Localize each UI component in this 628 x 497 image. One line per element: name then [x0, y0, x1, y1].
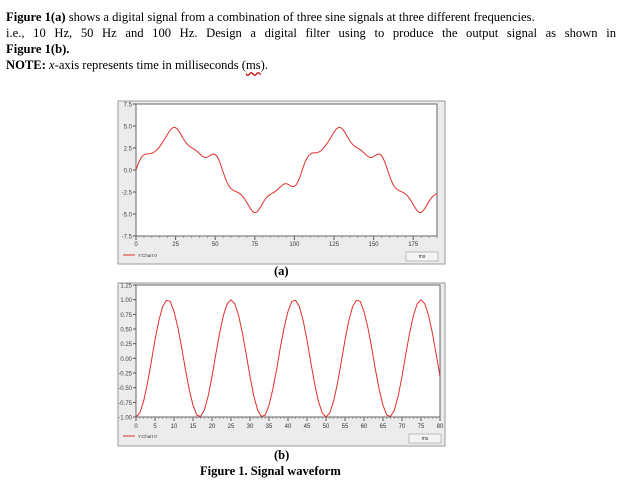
chart-a-xtick-label: 150: [369, 242, 380, 248]
chart-a-ytick-label: 5.0: [124, 125, 133, 131]
chart-b-xtick-label: 65: [380, 424, 387, 430]
statement-line-3: Figure 1(b).: [6, 41, 69, 57]
chart-b-ytick-label: 0.50: [120, 328, 132, 334]
chart-a-xtick-label: 175: [408, 242, 419, 248]
chart-a-ytick-label: -2.5: [122, 191, 133, 197]
chart-b-ytick-label: 0.25: [120, 342, 132, 348]
chart-a-unit-box: [405, 251, 439, 262]
chart-b-xtick-label: 10: [171, 424, 178, 430]
chart-b-ytick-label: 0.00: [120, 357, 132, 363]
statement-line-1: Figure 1(a) shows a digital signal from …: [6, 9, 535, 25]
chart-b-xtick-label: 45: [304, 424, 311, 430]
chart-b-xtick-label: 0: [134, 424, 138, 430]
chart-a-ytick-label: -5.0: [122, 213, 133, 219]
chart-b-xtick-label: 60: [361, 424, 368, 430]
figure-caption: Figure 1. Signal waveform: [200, 464, 341, 478]
chart-a-xtick-label: 100: [289, 242, 300, 248]
chart-b-xtick-label: 70: [399, 424, 406, 430]
chart-a-ytick-label: 0.0: [124, 169, 133, 175]
chart-a-xtick-label: 0: [134, 242, 138, 248]
chart-a-legend-label: Y:Chart 0: [138, 253, 157, 258]
chart-b-ytick-label: 1.00: [120, 298, 132, 304]
chart-b-unit-label: ms: [422, 436, 429, 442]
chart-b-xtick-label: 30: [247, 424, 254, 430]
chart-a-xtick-label: 50: [212, 242, 219, 248]
chart-b-ytick-label: -1.00: [118, 416, 132, 422]
chart-a-ytick-label: -7.5: [122, 235, 133, 241]
chart-a-xtick-label: 75: [251, 242, 258, 248]
caption-a: (a): [274, 264, 289, 278]
chart-b-xtick-label: 50: [323, 424, 330, 430]
chart-b-ytick-label: -0.75: [118, 401, 132, 407]
chart-b-unit-box: [408, 433, 442, 444]
chart-b-xtick-label: 35: [266, 424, 273, 430]
chart-a-xtick-label: 125: [329, 242, 340, 248]
chart-b-xtick-label: 15: [190, 424, 197, 430]
chart-a-plot-area: [135, 103, 438, 237]
chart-b-xtick-label: 75: [418, 424, 425, 430]
chart-b-ytick-label: 1.25: [120, 284, 132, 290]
chart-b-ytick-label: 0.75: [120, 313, 132, 319]
chart-b-plot-area: [135, 284, 441, 418]
chart-a-unit-label: ms: [419, 254, 426, 260]
chart-b-xtick-label: 25: [228, 424, 235, 430]
chart-a-ytick-label: 7.5: [124, 103, 133, 109]
statement-text-1: shows a digital signal from a combinatio…: [65, 10, 535, 24]
statement-line-2: i.e., 10 Hz, 50 Hz and 100 Hz. Design a …: [6, 26, 616, 40]
chart-b-xtick-label: 55: [342, 424, 349, 430]
note-x-variable: x: [49, 58, 55, 72]
note-ms: ms: [245, 58, 261, 72]
note-label: NOTE:: [6, 58, 46, 72]
chart-b-xtick-label: 80: [437, 424, 444, 430]
chart-a-ytick-label: 2.5: [124, 147, 133, 153]
figure-ref-bold-2: Figure 1(b).: [6, 42, 70, 56]
chart-a-xtick-label: 25: [172, 242, 179, 248]
chart-b-xtick-label: 20: [209, 424, 216, 430]
chart-b-ytick-label: -0.50: [118, 386, 132, 392]
chart-a-signal-line: [135, 126, 438, 214]
note-line: NOTE: x-axis represents time in millisec…: [6, 57, 268, 73]
figure-ref-bold: Figure 1(a): [6, 10, 66, 24]
note-text: -axis represents time in milliseconds (: [54, 58, 246, 72]
chart-b-legend-label: Y:Chart 0: [138, 434, 157, 439]
chart-b-signal-line: [135, 298, 441, 418]
chart-b-xtick-label: 5: [153, 424, 157, 430]
caption-b: (b): [274, 448, 290, 462]
chart-b-ytick-label: -0.25: [118, 372, 132, 378]
note-end: ).: [260, 58, 268, 72]
chart-b-xtick-label: 40: [285, 424, 292, 430]
